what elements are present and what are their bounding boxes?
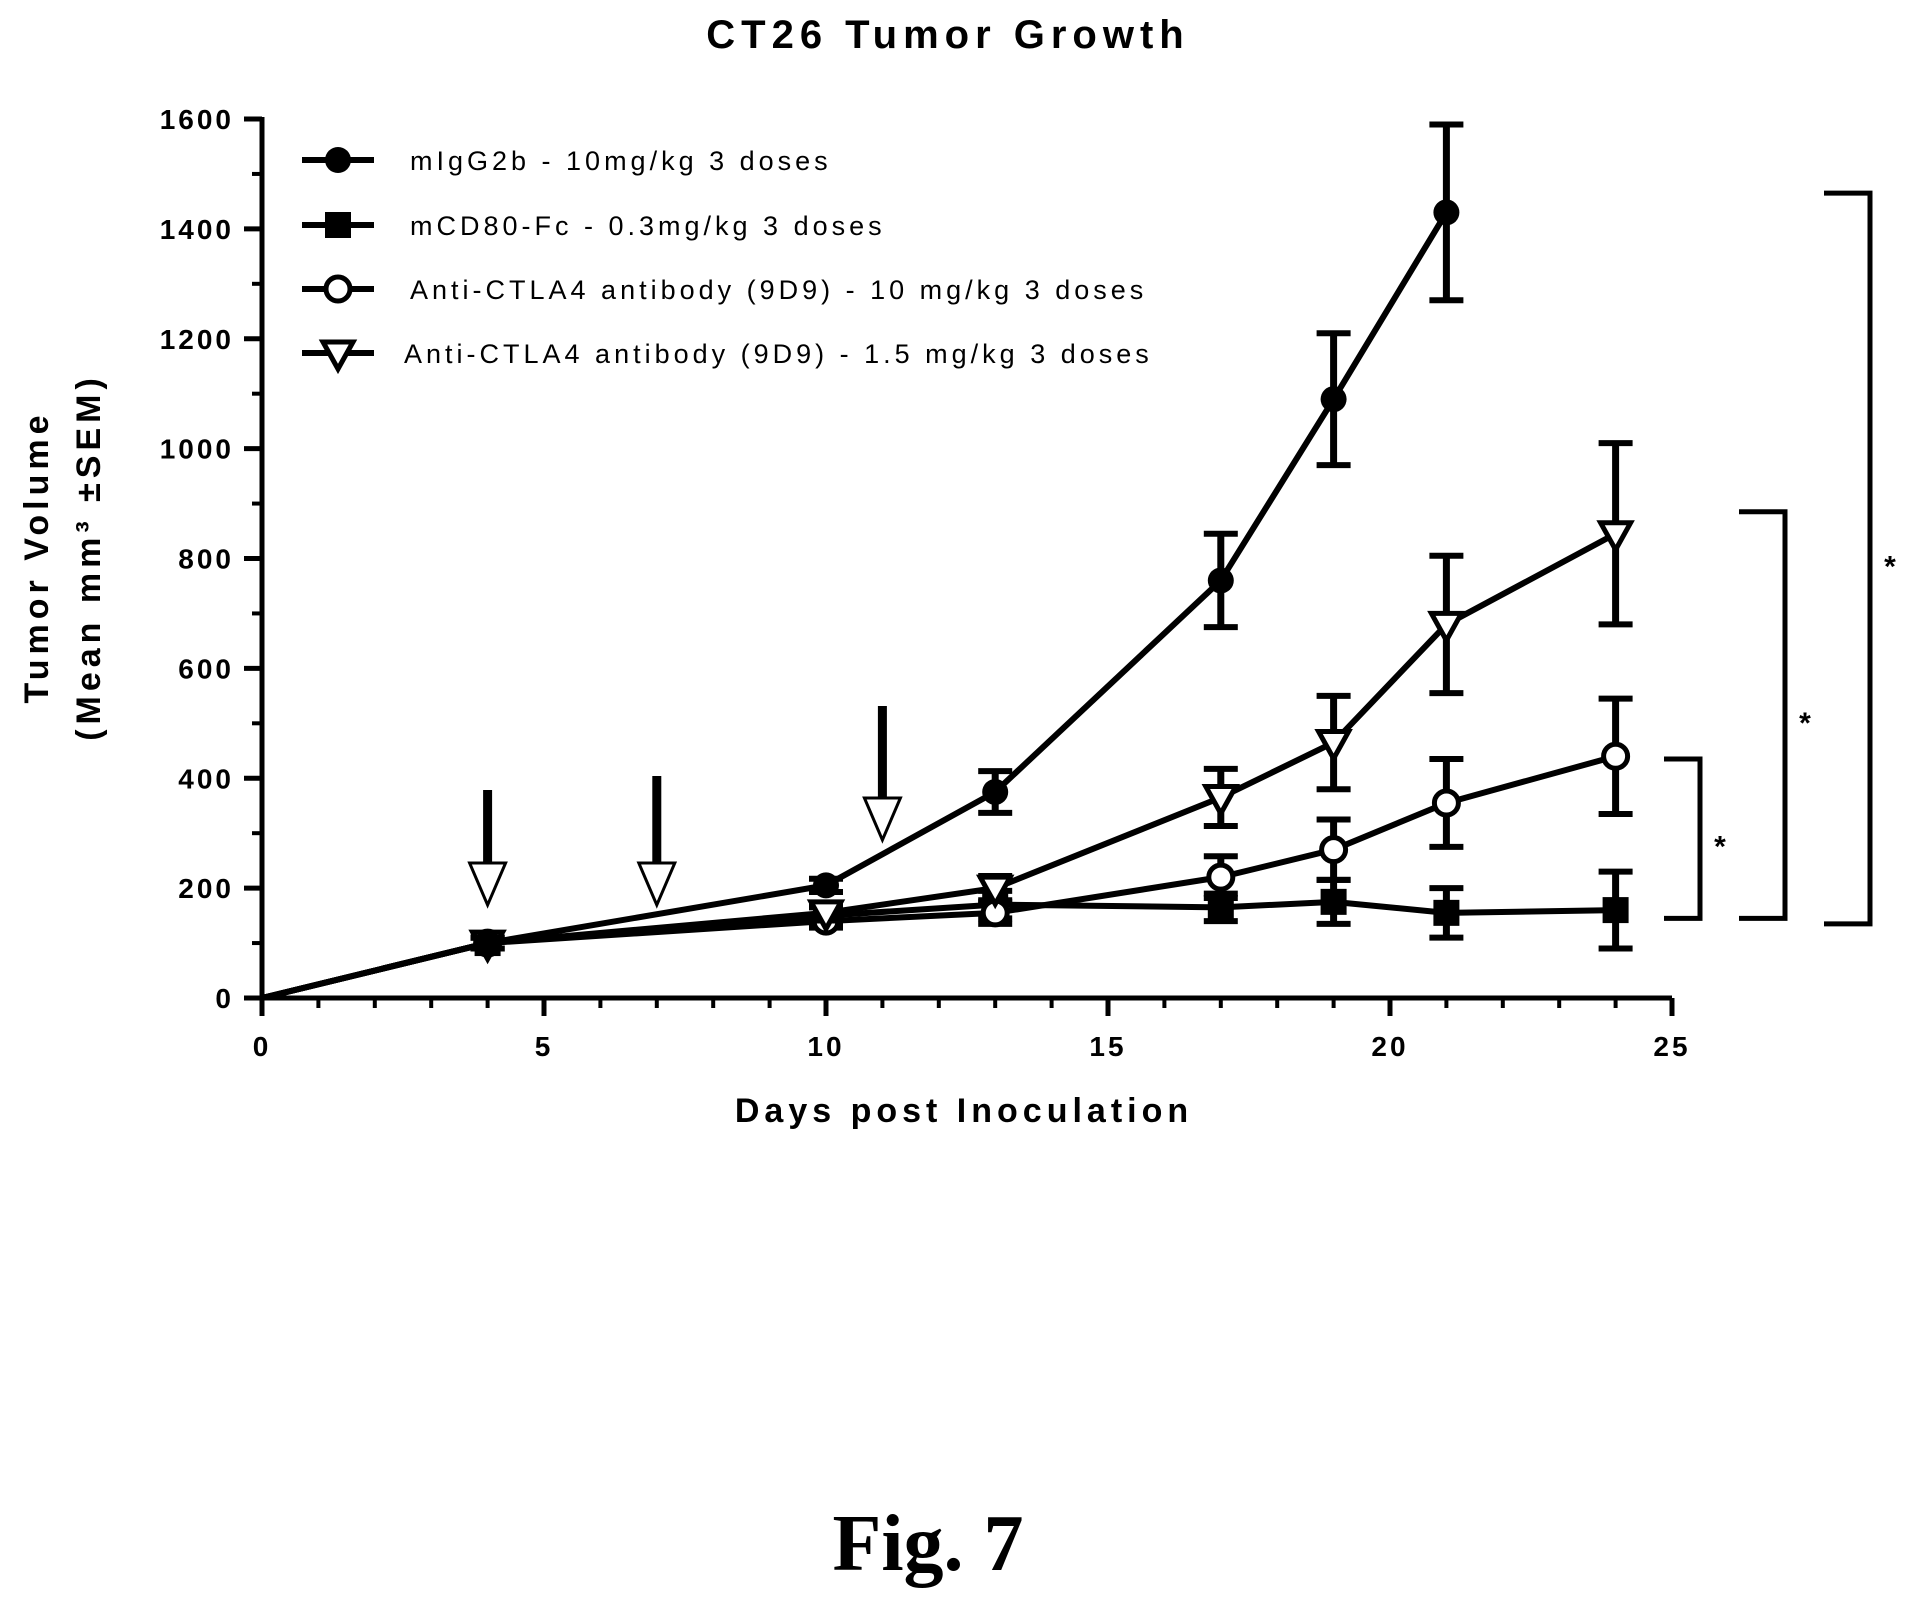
y-axis-label-line2: (Mean mm³ ±SEM)	[70, 373, 108, 741]
x-tick-label: 10	[807, 1031, 844, 1062]
y-tick-label: 400	[178, 763, 234, 794]
data-series	[261, 121, 1635, 1001]
dose-arrow-head	[467, 861, 508, 909]
marker-filled-circle	[325, 147, 351, 173]
marker-filled-circle	[982, 778, 1009, 805]
series-3	[261, 695, 1633, 1001]
marker-open-triangle	[318, 339, 358, 375]
significance-bracket: *	[1739, 509, 1811, 921]
significance-brackets: * * *	[1664, 190, 1896, 927]
y-tick-label: 1200	[160, 324, 234, 355]
series-line	[261, 753, 1617, 1001]
x-tick-label: 15	[1089, 1031, 1126, 1062]
chart-title: CT26 Tumor Growth	[706, 13, 1189, 57]
bracket-line	[1739, 509, 1788, 921]
series-line	[261, 531, 1618, 1001]
marker-filled-circle	[1207, 567, 1234, 594]
series-line	[261, 210, 1449, 1001]
legend-item-2: mCD80-Fc - 0.3mg/kg 3 doses	[302, 211, 886, 241]
significance-bracket: *	[1824, 190, 1896, 927]
bracket-line	[1824, 190, 1873, 927]
dose-arrow-head	[636, 861, 678, 909]
marker-open-triangle	[1314, 729, 1353, 764]
x-axis-label: Days post Inoculation	[735, 1092, 1193, 1130]
y-axis-label-line1: Tumor Volume	[18, 411, 56, 704]
significance-star: *	[1714, 831, 1726, 864]
y-tick-label: 1400	[160, 214, 234, 245]
marker-filled-circle	[1320, 386, 1347, 413]
series-1	[261, 121, 1464, 1001]
significance-star: *	[1799, 707, 1811, 740]
y-tick-label: 1000	[160, 434, 234, 465]
y-ticks: 0 200 400 600 800 1000 1200 1400 1600	[160, 104, 262, 1014]
x-tick-label: 20	[1371, 1031, 1408, 1062]
marker-filled-circle	[813, 872, 839, 899]
marker-filled-square	[1320, 888, 1347, 915]
legend-label: Anti-CTLA4 antibody (9D9) - 1.5 mg/kg 3 …	[404, 339, 1153, 369]
y-tick-label: 600	[178, 653, 234, 684]
series-4	[261, 440, 1635, 1001]
x-tick-label: 5	[535, 1031, 554, 1062]
marker-open-circle	[323, 274, 353, 304]
marker-filled-square	[325, 212, 351, 238]
figure-caption: Fig. 7	[832, 1500, 1023, 1588]
legend-label: Anti-CTLA4 antibody (9D9) - 10 mg/kg 3 d…	[410, 275, 1147, 305]
x-tick-label: 0	[253, 1031, 272, 1062]
series-2	[261, 868, 1633, 1001]
legend-label: mIgG2b - 10mg/kg 3 doses	[410, 146, 832, 176]
significance-star: *	[1884, 551, 1896, 584]
marker-open-triangle	[975, 874, 1015, 910]
marker-open-triangle	[806, 899, 846, 934]
significance-bracket: *	[1664, 756, 1726, 921]
y-axis-label: Tumor Volume (Mean mm³ ±SEM)	[18, 373, 108, 741]
x-tick-label: 25	[1653, 1031, 1690, 1062]
legend-item-3: Anti-CTLA4 antibody (9D9) - 10 mg/kg 3 d…	[302, 274, 1147, 305]
legend-item-1: mIgG2b - 10mg/kg 3 doses	[302, 146, 832, 176]
y-tick-label: 0	[215, 983, 234, 1014]
dose-arrow-head	[862, 796, 903, 844]
legend: mIgG2b - 10mg/kg 3 doses mCD80-Fc - 0.3mg…	[302, 146, 1153, 375]
marker-filled-square	[1602, 897, 1629, 924]
marker-filled-circle	[1433, 199, 1460, 226]
marker-open-triangle	[1201, 783, 1241, 819]
marker-open-circle	[1431, 788, 1461, 818]
y-tick-label: 1600	[160, 104, 234, 135]
bracket-line	[1664, 756, 1703, 921]
marker-open-circle	[1319, 835, 1349, 865]
legend-label: mCD80-Fc - 0.3mg/kg 3 doses	[410, 211, 886, 241]
marker-open-triangle	[1427, 610, 1466, 646]
y-tick-label: 800	[178, 544, 234, 575]
dose-arrows	[467, 706, 903, 909]
marker-open-circle	[1206, 862, 1236, 892]
legend-item-4: Anti-CTLA4 antibody (9D9) - 1.5 mg/kg 3 …	[302, 339, 1153, 375]
marker-open-triangle	[1596, 520, 1635, 555]
marker-filled-square	[1433, 899, 1460, 926]
x-ticks: 0 5 10 15 20 25	[253, 998, 1690, 1062]
y-tick-label: 200	[178, 873, 234, 904]
marker-filled-circle	[474, 930, 501, 957]
marker-open-circle	[1601, 741, 1631, 771]
